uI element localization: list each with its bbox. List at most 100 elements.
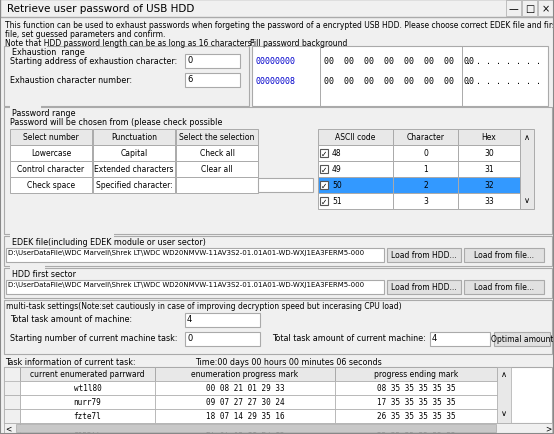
FancyBboxPatch shape: [458, 146, 520, 161]
FancyBboxPatch shape: [16, 424, 496, 432]
FancyBboxPatch shape: [393, 194, 458, 210]
Text: Extended characters: Extended characters: [94, 165, 174, 174]
FancyBboxPatch shape: [10, 146, 92, 161]
Text: ∨: ∨: [524, 196, 530, 204]
Text: 31: 31: [484, 165, 494, 174]
FancyBboxPatch shape: [318, 178, 393, 194]
Text: This function can be used to exhaust passwords when forgeting the password of a : This function can be used to exhaust pas…: [5, 21, 554, 30]
Text: HDD first sector: HDD first sector: [12, 270, 76, 278]
FancyBboxPatch shape: [393, 146, 458, 161]
FancyBboxPatch shape: [318, 194, 393, 210]
FancyBboxPatch shape: [155, 395, 335, 409]
Text: Password range: Password range: [12, 109, 75, 118]
FancyBboxPatch shape: [320, 166, 328, 174]
FancyBboxPatch shape: [185, 332, 260, 346]
FancyBboxPatch shape: [458, 178, 520, 194]
FancyBboxPatch shape: [252, 47, 548, 107]
Text: Exhaustion  range: Exhaustion range: [12, 48, 85, 57]
FancyBboxPatch shape: [93, 146, 175, 161]
FancyBboxPatch shape: [155, 381, 335, 395]
FancyBboxPatch shape: [320, 150, 328, 158]
FancyBboxPatch shape: [387, 248, 461, 263]
FancyBboxPatch shape: [393, 161, 458, 178]
Text: current enumerated parrward: current enumerated parrward: [30, 370, 145, 378]
FancyBboxPatch shape: [335, 367, 497, 381]
Text: 17 35 35 35 35 35: 17 35 35 35 35 35: [377, 398, 455, 407]
FancyBboxPatch shape: [318, 146, 393, 161]
Text: file, set guessed parameters and confirm.: file, set guessed parameters and confirm…: [5, 30, 166, 39]
FancyBboxPatch shape: [176, 178, 258, 194]
FancyBboxPatch shape: [10, 178, 92, 194]
FancyBboxPatch shape: [10, 161, 92, 178]
Text: 00 08 21 01 29 33: 00 08 21 01 29 33: [206, 384, 284, 393]
Text: 6: 6: [187, 75, 192, 84]
FancyBboxPatch shape: [10, 265, 45, 271]
Text: Fill password background: Fill password background: [250, 39, 347, 48]
Text: 50: 50: [332, 181, 342, 190]
FancyBboxPatch shape: [4, 300, 552, 354]
Text: 48: 48: [332, 149, 342, 158]
FancyBboxPatch shape: [335, 381, 497, 395]
FancyBboxPatch shape: [318, 130, 393, 146]
FancyBboxPatch shape: [185, 55, 240, 69]
Text: eob37r: eob37r: [74, 425, 101, 434]
Text: Punctuation: Punctuation: [111, 133, 157, 142]
Text: ∧: ∧: [501, 369, 507, 378]
FancyBboxPatch shape: [6, 248, 384, 263]
FancyBboxPatch shape: [458, 194, 520, 210]
FancyBboxPatch shape: [497, 367, 511, 423]
Text: Hex: Hex: [481, 133, 496, 142]
FancyBboxPatch shape: [4, 367, 552, 423]
Text: 2: 2: [423, 181, 428, 190]
Text: Load from HDD...: Load from HDD...: [391, 283, 457, 292]
Text: Check all: Check all: [199, 149, 234, 158]
FancyBboxPatch shape: [4, 423, 20, 434]
FancyBboxPatch shape: [464, 280, 544, 294]
FancyBboxPatch shape: [155, 409, 335, 423]
Text: EDEK file(including EDEK module or user sector): EDEK file(including EDEK module or user …: [12, 237, 206, 247]
Text: 0: 0: [187, 333, 192, 342]
FancyBboxPatch shape: [458, 130, 520, 146]
FancyBboxPatch shape: [155, 367, 335, 381]
FancyBboxPatch shape: [258, 178, 313, 193]
FancyBboxPatch shape: [10, 105, 41, 111]
FancyBboxPatch shape: [20, 395, 155, 409]
Text: Load from file...: Load from file...: [474, 251, 534, 260]
Text: <: <: [5, 424, 11, 433]
Text: Starting number of current machine task:: Starting number of current machine task:: [10, 333, 177, 342]
Text: Exhaustion character number:: Exhaustion character number:: [10, 76, 132, 85]
Text: 4: 4: [187, 314, 192, 323]
Text: 30: 30: [484, 149, 494, 158]
Text: 1: 1: [423, 165, 428, 174]
Text: 08 35 35 35 35 35: 08 35 35 35 35 35: [377, 384, 455, 393]
FancyBboxPatch shape: [185, 313, 260, 327]
FancyBboxPatch shape: [393, 178, 458, 194]
Text: progress ending mark: progress ending mark: [374, 370, 458, 378]
Text: —: —: [509, 4, 519, 14]
FancyBboxPatch shape: [10, 130, 92, 146]
FancyBboxPatch shape: [4, 108, 552, 234]
FancyBboxPatch shape: [4, 47, 249, 107]
FancyBboxPatch shape: [4, 409, 20, 423]
Text: Load from HDD...: Load from HDD...: [391, 251, 457, 260]
Text: ✓: ✓: [321, 166, 327, 174]
FancyBboxPatch shape: [393, 130, 458, 146]
Text: Load from file...: Load from file...: [474, 283, 534, 292]
Text: 33: 33: [484, 197, 494, 206]
Text: ASCII code: ASCII code: [335, 133, 376, 142]
FancyBboxPatch shape: [0, 0, 554, 18]
Text: Select the selection: Select the selection: [179, 133, 255, 142]
Text: 09 07 27 27 30 24: 09 07 27 27 30 24: [206, 398, 284, 407]
Text: Lowercase: Lowercase: [31, 149, 71, 158]
FancyBboxPatch shape: [335, 409, 497, 423]
Text: Note that HDD password length can be as long as 16 characters!: Note that HDD password length can be as …: [5, 39, 255, 48]
FancyBboxPatch shape: [320, 181, 328, 190]
FancyBboxPatch shape: [176, 146, 258, 161]
Text: wt1l80: wt1l80: [74, 384, 101, 393]
FancyBboxPatch shape: [4, 237, 552, 266]
Text: 26 35 35 35 35 35: 26 35 35 35 35 35: [377, 411, 455, 421]
Text: Task information of current task:: Task information of current task:: [5, 357, 136, 366]
Text: >: >: [545, 424, 551, 433]
Text: ∨: ∨: [501, 408, 507, 417]
FancyBboxPatch shape: [520, 130, 534, 210]
